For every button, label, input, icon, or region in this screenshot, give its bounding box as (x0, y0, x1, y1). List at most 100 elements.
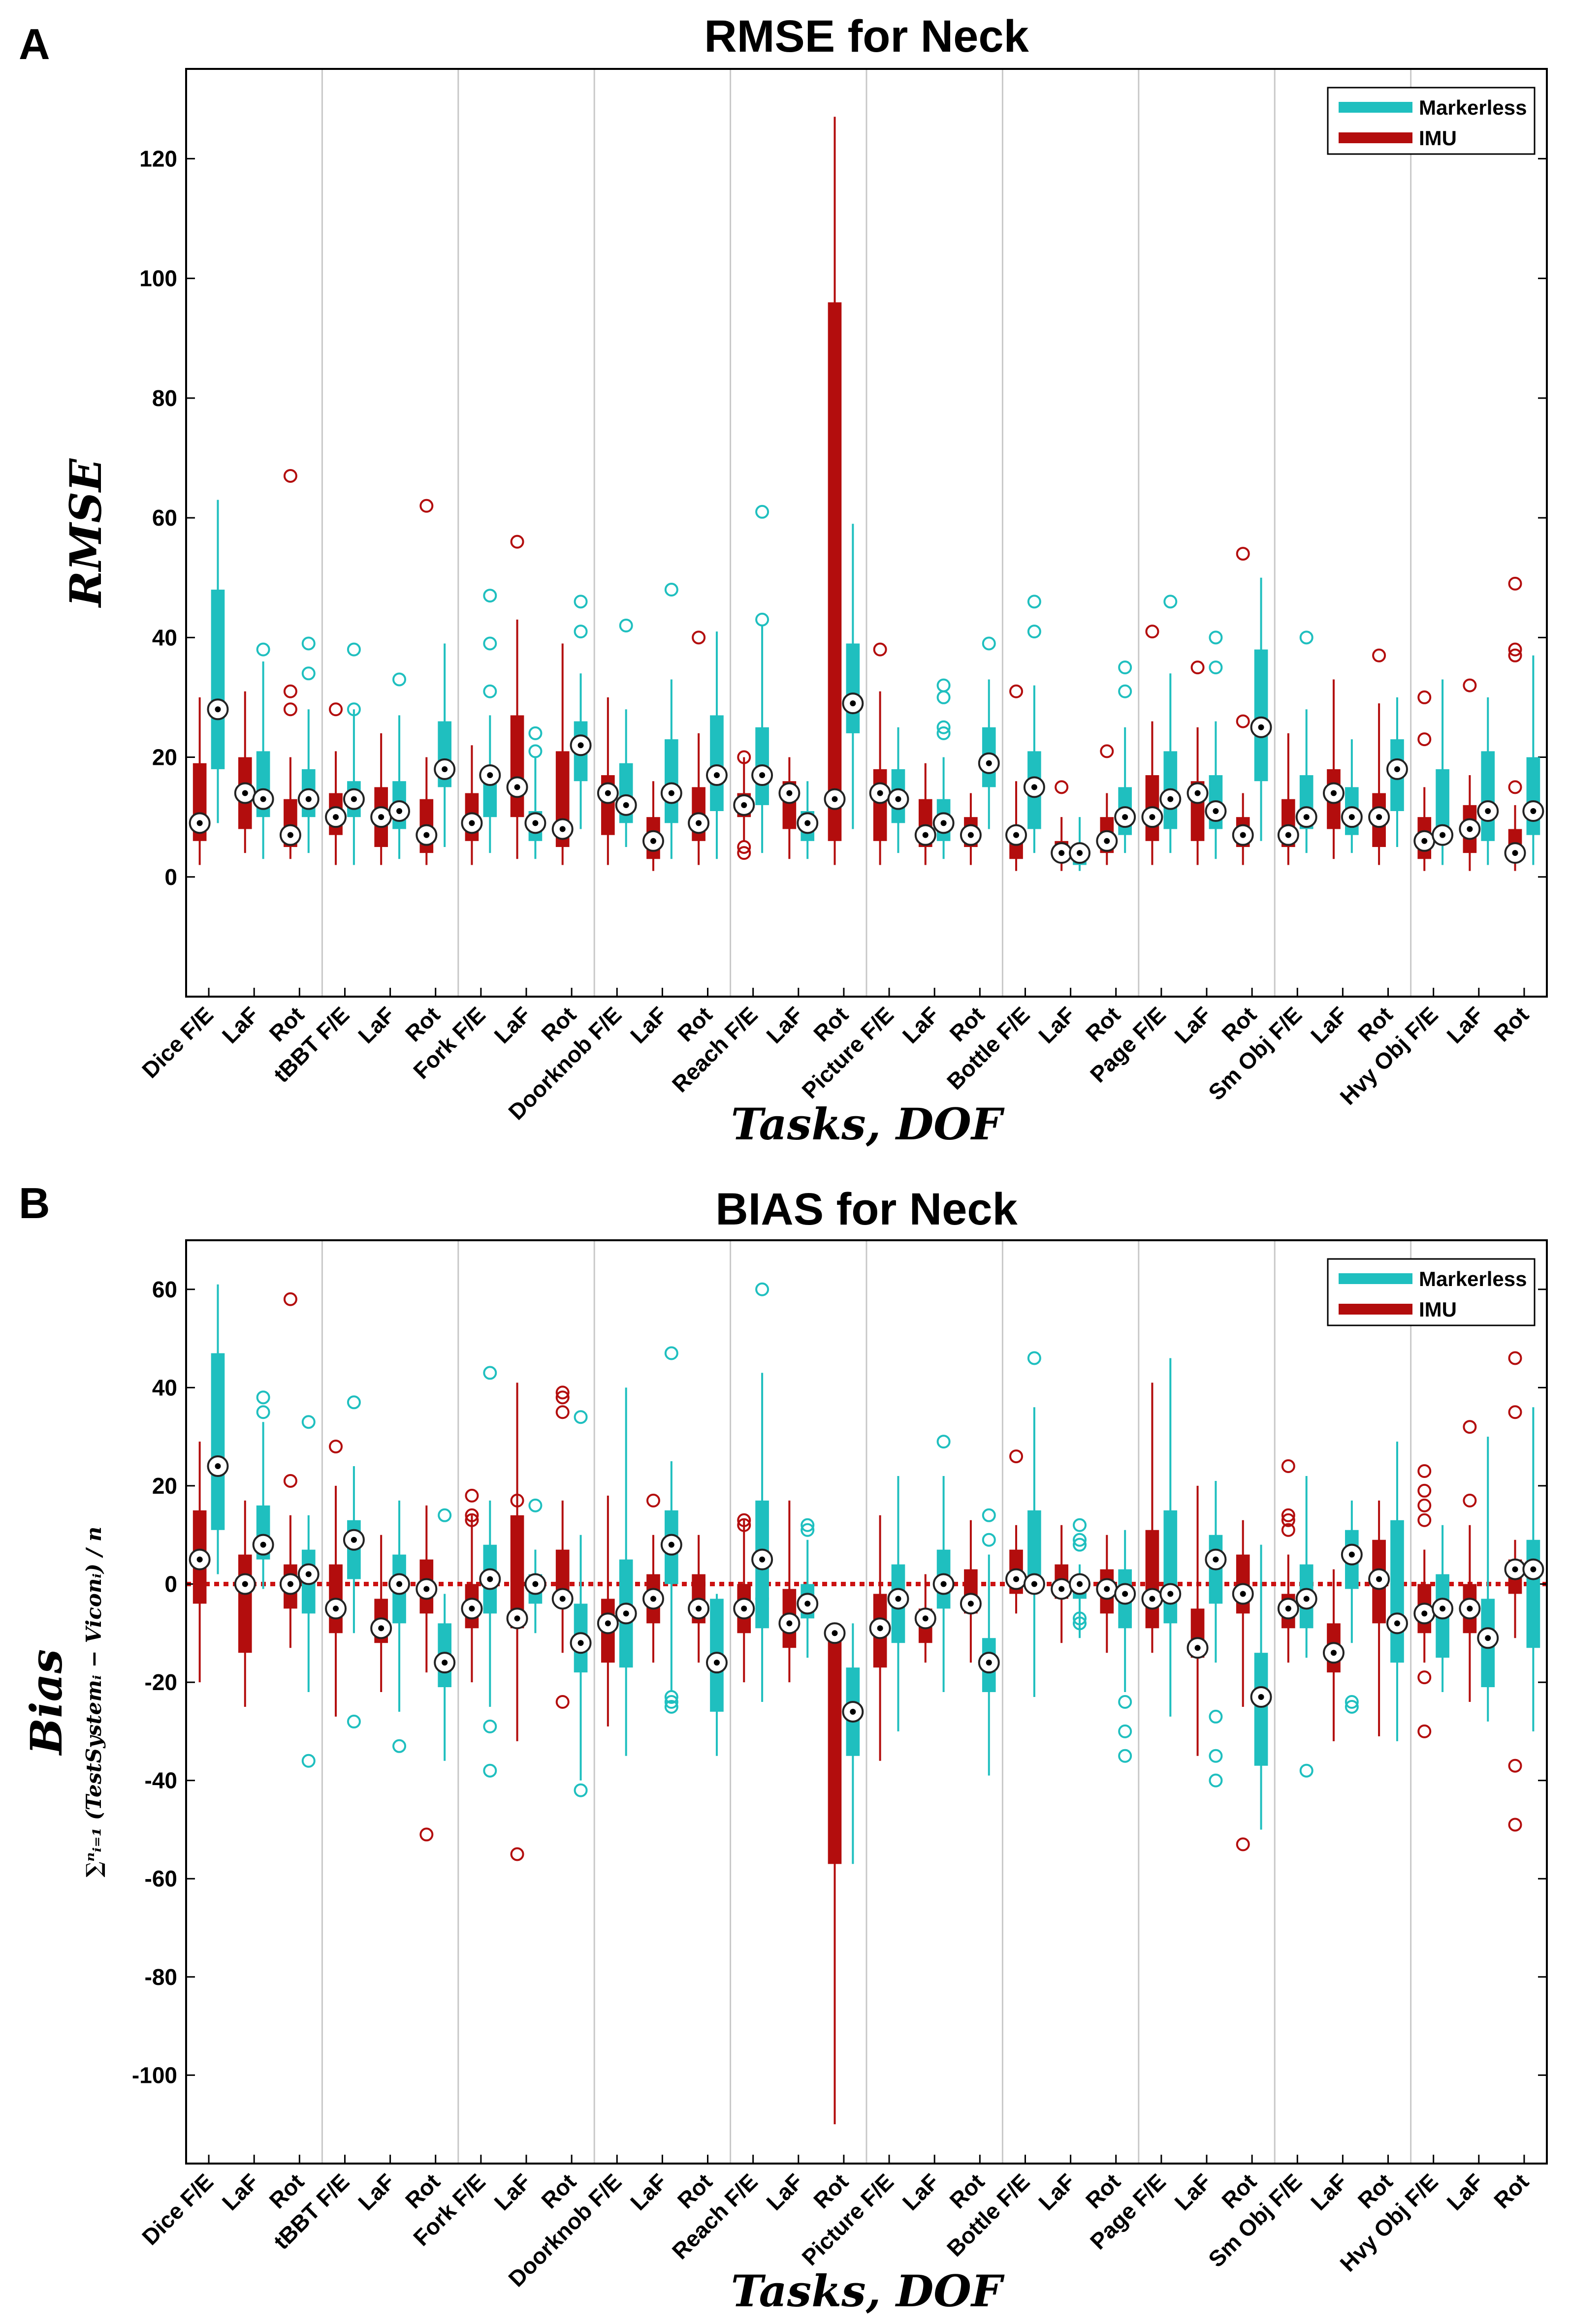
box-imu (914, 1574, 936, 1663)
legend-label: IMU (1419, 126, 1457, 150)
box-imu (279, 1292, 301, 1648)
median-dot (1058, 1586, 1065, 1592)
box-markerless (343, 642, 365, 865)
outlier-point (982, 1533, 996, 1547)
outlier-point (664, 583, 678, 597)
median-dot (759, 772, 766, 779)
median-dot (1376, 814, 1382, 820)
outlier-point (483, 1763, 497, 1778)
outlier-point (1118, 1724, 1132, 1738)
iqr-box (828, 1633, 842, 1864)
box-markerless (479, 589, 501, 853)
box-imu (1186, 660, 1209, 865)
box-imu (1413, 1464, 1436, 1738)
outlier-point (419, 1827, 434, 1842)
outlier-point (1055, 780, 1069, 794)
outlier-point (1299, 630, 1314, 645)
median-dot (469, 1605, 475, 1612)
outlier-point (256, 1405, 270, 1419)
outlier-point (1100, 744, 1114, 758)
outlier-point (737, 840, 751, 854)
median-dot (668, 790, 674, 796)
x-tick-label: LaF (1306, 1002, 1352, 1048)
outlier-point (574, 625, 588, 639)
box-markerless (1295, 1476, 1317, 1778)
outlier-point (1236, 1837, 1250, 1852)
box-markerless (1477, 697, 1499, 865)
outlier-point (465, 1508, 479, 1522)
outlier-point (392, 672, 407, 687)
outlier-point (1073, 1518, 1087, 1532)
legend-swatch-markerless (1339, 102, 1412, 113)
median-dot (1013, 1576, 1020, 1582)
median-dot (1167, 1591, 1174, 1597)
box-markerless (570, 595, 592, 829)
outlier-point (1372, 648, 1386, 662)
y-tick-label: 20 (152, 1473, 177, 1499)
box-markerless (297, 1415, 320, 1768)
outlier-point (1281, 1523, 1295, 1537)
median-dot (260, 1541, 266, 1548)
median-dot (1376, 1576, 1382, 1582)
outlier-point (1508, 1818, 1522, 1832)
median-dot (940, 1581, 947, 1587)
median-dot (287, 1581, 293, 1587)
box-markerless (1114, 660, 1136, 853)
outlier-point (555, 1385, 570, 1400)
outlier-point (483, 1366, 497, 1380)
outlier-point (1463, 1493, 1477, 1507)
outlier-point (483, 589, 497, 603)
box-markerless (1432, 679, 1454, 865)
median-dot (713, 772, 720, 779)
outlier-point (737, 750, 751, 764)
median-dot (423, 832, 430, 838)
panel-letter-b: B (19, 1179, 50, 1227)
legend: Markerless IMU (1327, 87, 1536, 155)
x-tick-label: LaF (761, 2168, 808, 2215)
median-dot (396, 1581, 403, 1587)
box-imu (1096, 744, 1118, 865)
outlier-point (664, 1346, 678, 1360)
outlier-point (1027, 1351, 1041, 1365)
median-dot (1348, 814, 1355, 820)
box-markerless (297, 636, 320, 853)
outlier-point (1508, 576, 1522, 591)
box-markerless (1205, 1480, 1227, 1788)
outlier-point (1345, 1695, 1359, 1709)
iqr-box (238, 1554, 252, 1653)
median-dot (1104, 838, 1110, 844)
box-imu (1005, 684, 1027, 871)
outlier-point (1209, 1709, 1223, 1724)
median-dot (333, 814, 339, 820)
box-markerless (1386, 1442, 1408, 1741)
box-markerless (932, 678, 955, 859)
outlier-point (1073, 1533, 1087, 1547)
median-dot (1348, 1551, 1355, 1558)
iqr-box (846, 643, 860, 733)
median-dot (559, 1596, 566, 1602)
outlier-point (936, 720, 951, 734)
outlier-point (737, 846, 751, 860)
x-tick-label: LaF (897, 1002, 944, 1048)
median-dot (1149, 1596, 1155, 1602)
box-imu (1051, 1525, 1073, 1643)
y-tick-label: 60 (152, 505, 177, 531)
median-dot (196, 820, 203, 826)
outlier-point (438, 1508, 452, 1522)
outlier-point (1417, 1724, 1432, 1738)
outlier-point (283, 469, 297, 483)
outlier-point (1145, 625, 1159, 639)
box-imu (1277, 1459, 1299, 1663)
outlier-point (1417, 732, 1432, 747)
x-tick-label: LaF (1442, 1002, 1488, 1048)
box-imu (234, 1500, 256, 1707)
median-dot (759, 1556, 766, 1563)
box-imu (733, 750, 755, 860)
outlier-point (329, 702, 343, 717)
median-dot (1213, 808, 1219, 814)
box-imu (370, 1535, 392, 1693)
outlier-point (1073, 1611, 1087, 1626)
median-dot (940, 820, 947, 826)
x-tick-label: LaF (1442, 2168, 1488, 2215)
y-tick-label: 40 (152, 625, 177, 650)
